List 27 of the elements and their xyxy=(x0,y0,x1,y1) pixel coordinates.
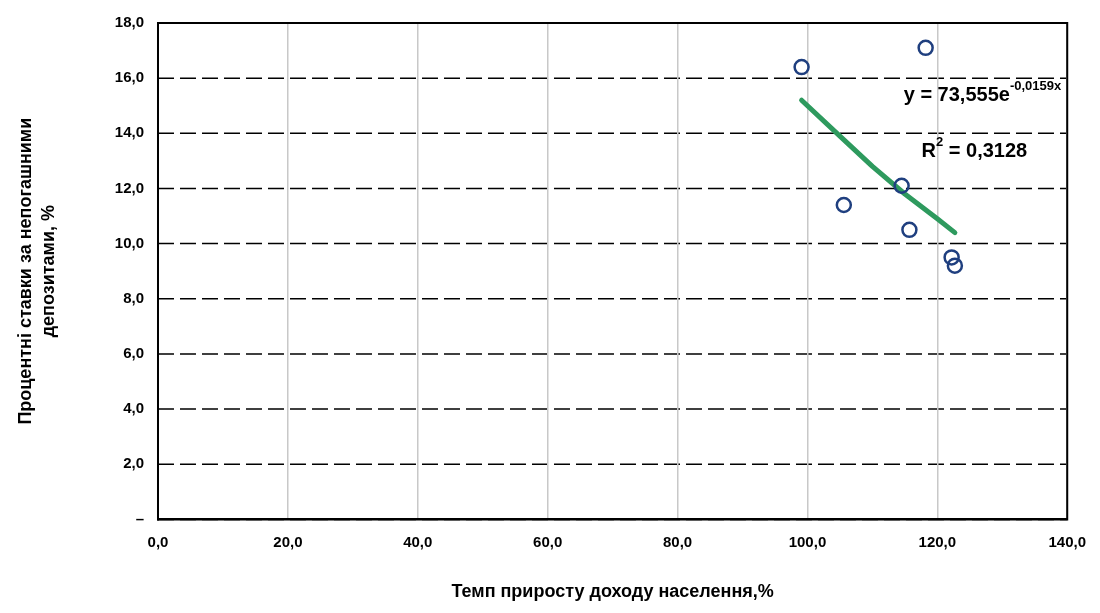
point xyxy=(793,58,810,76)
y-tick-label: 18,0 xyxy=(114,13,144,31)
y-tick-label: 14,0 xyxy=(114,123,144,141)
y-tick-label: 12,0 xyxy=(114,178,144,196)
y-tick-label: – xyxy=(135,509,144,527)
y-tick-label: 4,0 xyxy=(123,399,144,417)
point xyxy=(893,177,910,194)
x-tick-label: 140,0 xyxy=(1048,532,1087,550)
x-tick-label: 0,0 xyxy=(147,532,169,550)
y-tick-label: 8,0 xyxy=(123,288,144,306)
x-axis-title: Темп приросту доходу населення,% xyxy=(451,581,774,602)
point xyxy=(943,249,960,266)
point xyxy=(946,257,964,274)
y-tick-label: 10,0 xyxy=(114,233,144,251)
x-tick-label: 40,0 xyxy=(403,532,433,550)
y-tick-label: 6,0 xyxy=(123,344,144,362)
x-tick-label: 20,0 xyxy=(273,532,303,550)
y-tick-label: 2,0 xyxy=(123,454,144,472)
x-tick-label: 60,0 xyxy=(533,532,563,550)
x-tick-label: 100,0 xyxy=(788,532,827,550)
point xyxy=(835,196,853,214)
y-axis-title: Процентні ставки за непогашними депозитами, % xyxy=(14,117,59,425)
y-tick-label: 16,0 xyxy=(114,68,144,86)
x-tick-label: 120,0 xyxy=(918,532,957,550)
point xyxy=(901,221,918,239)
x-tick-label: 80,0 xyxy=(662,532,693,550)
point xyxy=(917,39,934,57)
